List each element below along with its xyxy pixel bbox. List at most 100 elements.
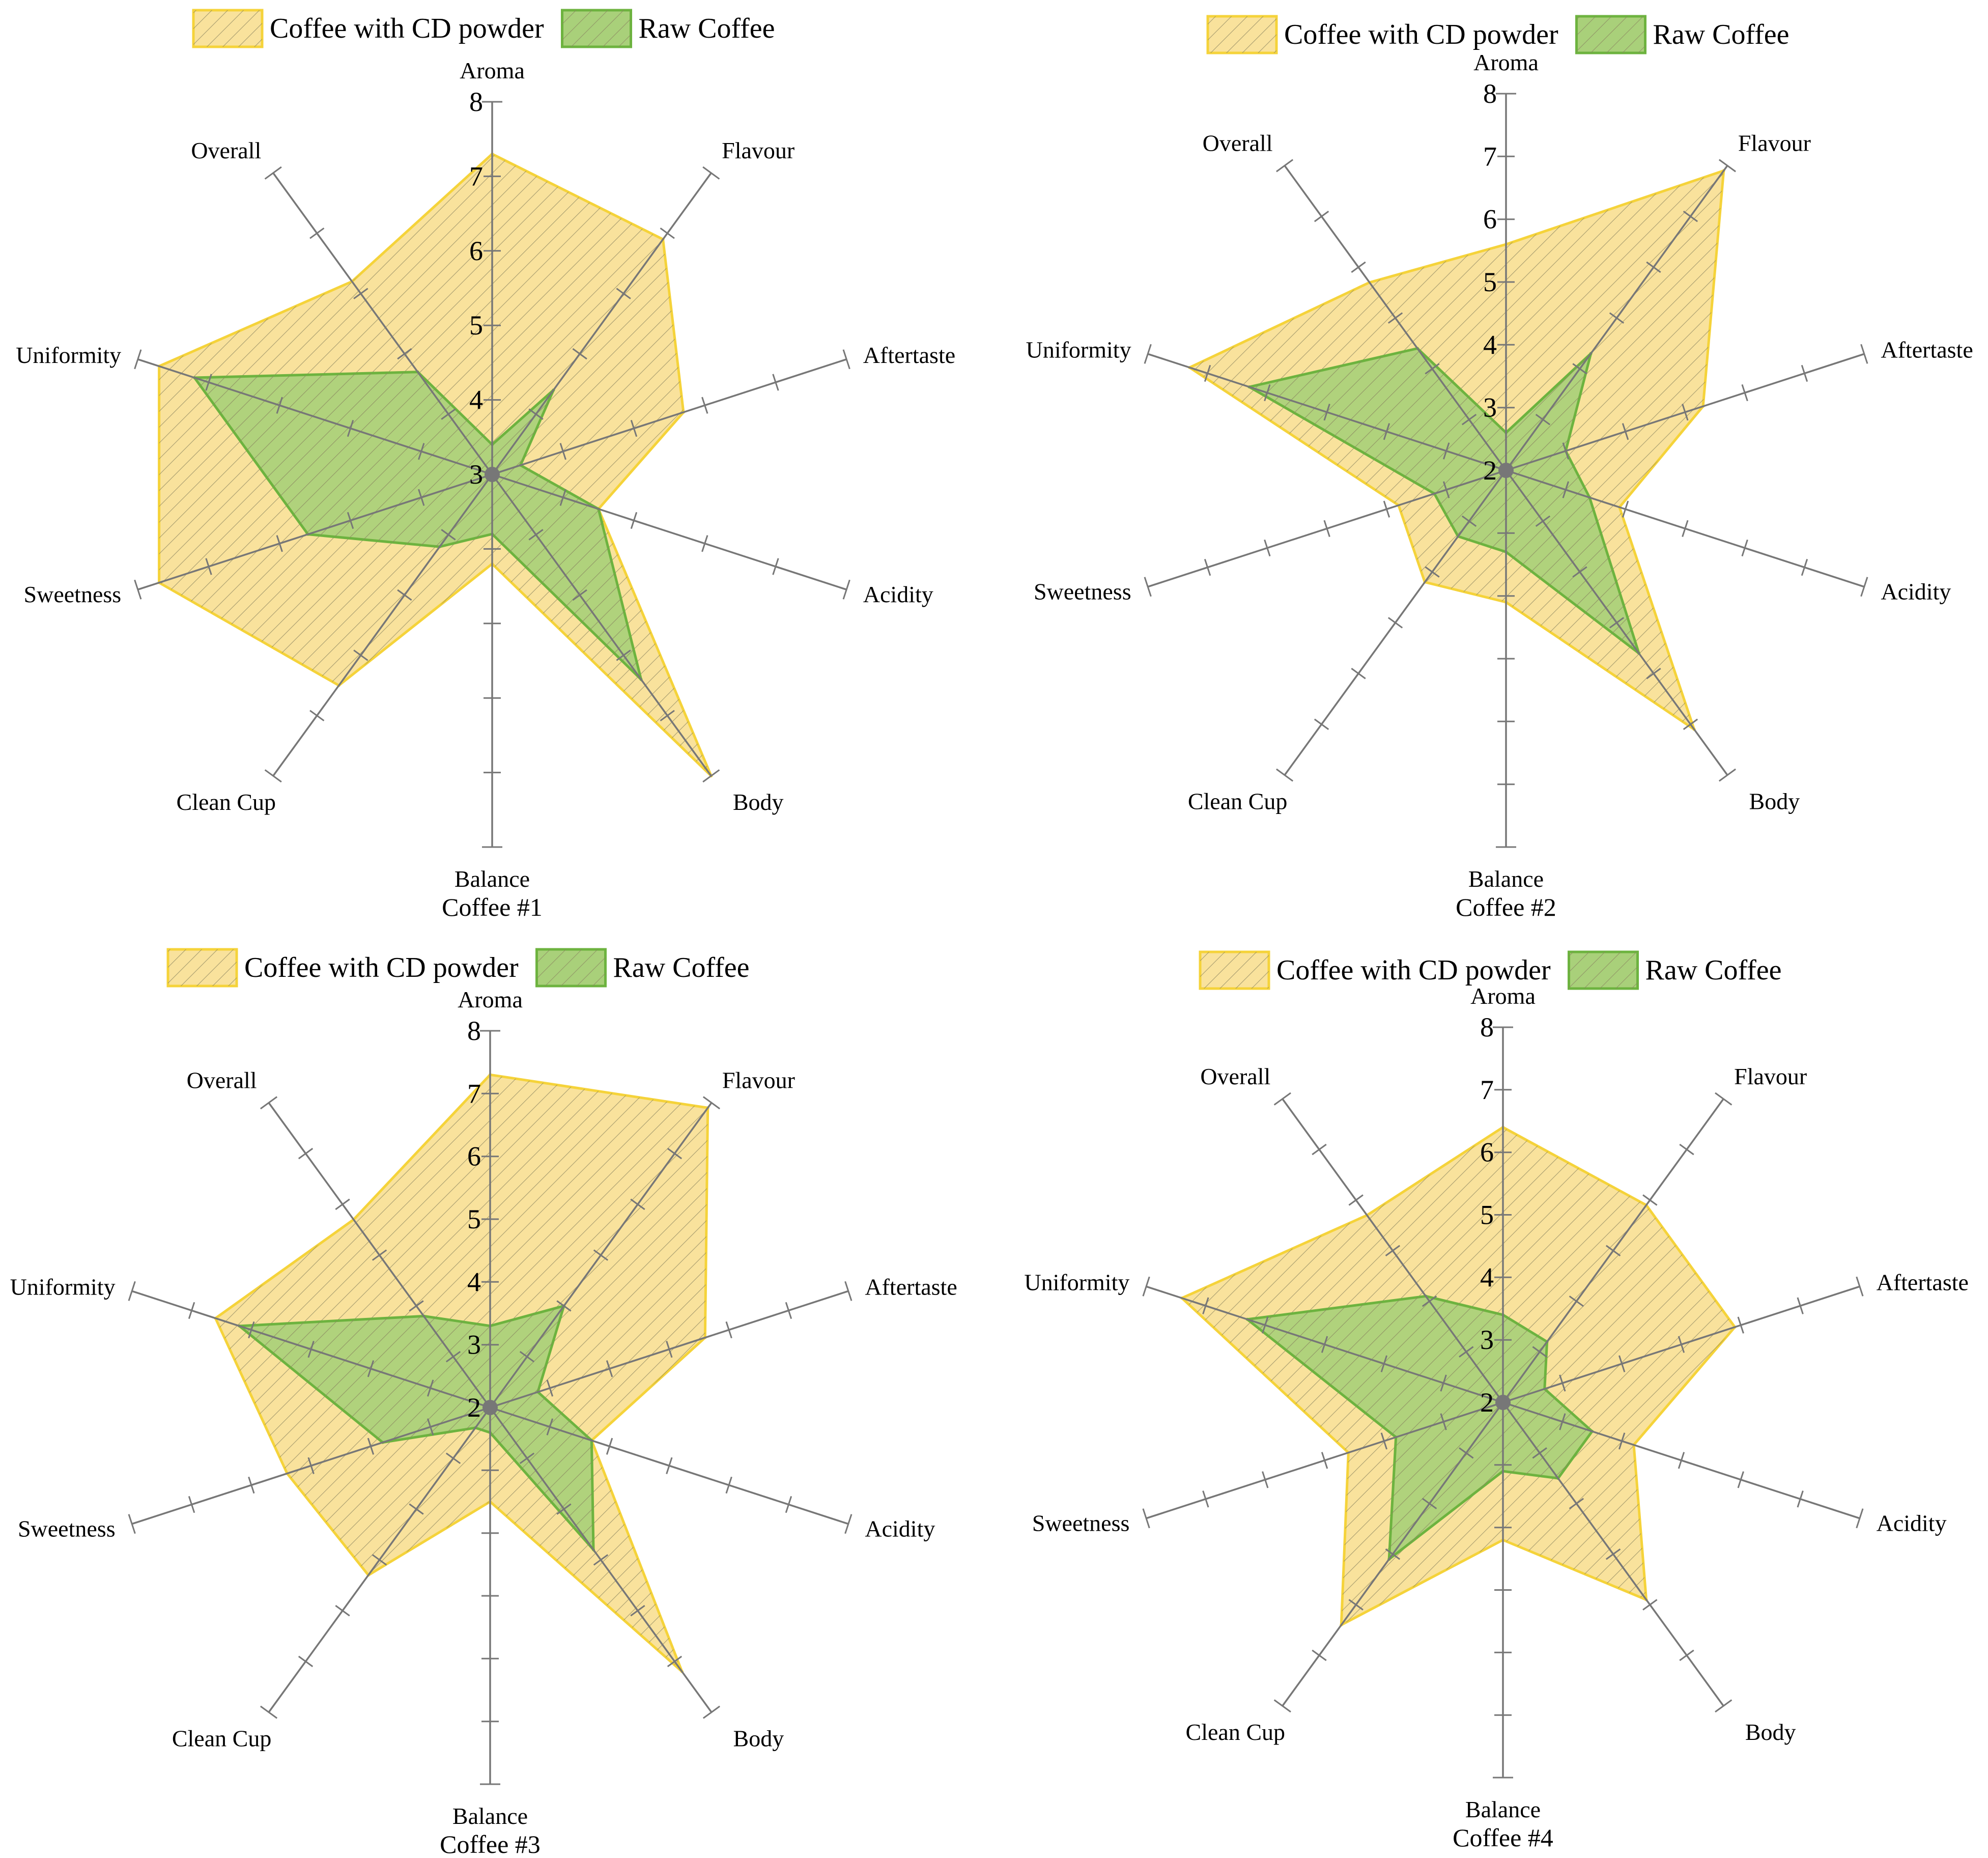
axis-tick bbox=[1679, 1143, 1694, 1156]
axis-tick bbox=[134, 349, 142, 370]
axis-tick bbox=[785, 1302, 792, 1319]
axis-tick bbox=[1442, 481, 1450, 498]
axis-tick bbox=[1312, 1649, 1327, 1662]
axis-tick bbox=[445, 1452, 461, 1465]
axis-tick bbox=[519, 1452, 535, 1465]
axis-tick bbox=[1387, 312, 1403, 324]
axis-tick bbox=[702, 1096, 720, 1110]
axis-tick bbox=[1797, 1297, 1804, 1314]
axis-tick bbox=[593, 1249, 609, 1261]
axis-tick bbox=[528, 529, 544, 541]
axis-tick bbox=[725, 1321, 732, 1339]
center-dot bbox=[482, 1400, 498, 1415]
axis-label-uniformity: Uniformity bbox=[1024, 1270, 1129, 1296]
axis-tick bbox=[702, 166, 720, 180]
radar-svg: Coffee with CD powder Raw Coffee Aroma Flav… bbox=[1026, 15, 1973, 921]
axis-line-aftertaste bbox=[492, 358, 847, 475]
axis-label-aroma: Aroma bbox=[1473, 49, 1539, 75]
axis-tick bbox=[1856, 1276, 1864, 1297]
legend-label-cd-powder: Coffee with CD powder bbox=[1284, 19, 1558, 50]
axis-tick bbox=[772, 374, 779, 391]
axis-tick bbox=[1569, 1498, 1584, 1509]
axis-tick bbox=[666, 1341, 673, 1358]
axis-tick bbox=[1422, 1498, 1437, 1509]
axis-tick bbox=[559, 443, 566, 460]
axis-tick bbox=[1535, 413, 1551, 426]
axis-tick bbox=[367, 1438, 375, 1455]
legend-label-raw: Raw Coffee bbox=[613, 952, 750, 983]
tick-label: 2 bbox=[467, 1392, 481, 1423]
axis-tick bbox=[1351, 667, 1366, 680]
axis-label-body: Body bbox=[1745, 1719, 1796, 1745]
axis-tick bbox=[1321, 1452, 1328, 1469]
axis-tick bbox=[1559, 1374, 1566, 1392]
axis-tick bbox=[1683, 718, 1698, 730]
axis-line-clean-cup bbox=[272, 473, 493, 777]
chart-panel-3: Coffee with CD powder Raw Coffee Aroma Flav… bbox=[0, 929, 994, 1858]
legend-swatch-hatch bbox=[562, 10, 631, 47]
legend-swatch-hatch bbox=[1208, 16, 1276, 53]
tick-label: 8 bbox=[469, 87, 483, 117]
series-hatch bbox=[239, 1306, 593, 1550]
axis-tick bbox=[1683, 210, 1698, 222]
legend-label-raw: Raw Coffee bbox=[1645, 954, 1782, 986]
axis-tick bbox=[616, 650, 631, 661]
axis-tick bbox=[409, 1503, 424, 1515]
axis-tick bbox=[1264, 539, 1271, 557]
axis-tick bbox=[1461, 413, 1477, 426]
axis-tick bbox=[1314, 210, 1329, 222]
axis-tick bbox=[630, 1604, 645, 1617]
axis-tick bbox=[248, 1476, 255, 1494]
axis-tick bbox=[418, 443, 425, 460]
axis-label-balance: Balance bbox=[1465, 1796, 1541, 1822]
axis-tick bbox=[1642, 1194, 1658, 1206]
axis-label-clean-cup: Clean Cup bbox=[1188, 788, 1287, 814]
axis-tick bbox=[1273, 1092, 1291, 1106]
axis-label-aroma: Aroma bbox=[458, 987, 523, 1012]
axis-label-clean-cup: Clean Cup bbox=[172, 1725, 271, 1751]
chart-panel-1: Coffee with CD powder Raw Coffee Aroma Flav… bbox=[0, 0, 994, 929]
axis-label-flavour: Flavour bbox=[1738, 130, 1811, 156]
chart-title: Coffee #2 bbox=[1456, 893, 1556, 921]
axis-tick bbox=[298, 1147, 314, 1160]
axis-tick bbox=[606, 1360, 613, 1377]
axis-tick bbox=[353, 650, 368, 661]
tick-label: 4 bbox=[1480, 1262, 1494, 1292]
axis-tick bbox=[701, 397, 708, 414]
axis-tick bbox=[519, 1350, 535, 1363]
center-dot bbox=[1498, 463, 1514, 478]
axis-label-body: Body bbox=[733, 1725, 784, 1751]
axis-label-uniformity: Uniformity bbox=[10, 1274, 116, 1300]
axis-tick bbox=[1682, 520, 1689, 537]
chart-panel-4: Coffee with CD powder Raw Coffee Aroma Flav… bbox=[994, 929, 1988, 1858]
axis-tick bbox=[128, 1514, 136, 1534]
tick-label: 5 bbox=[467, 1204, 481, 1234]
axis-tick bbox=[1562, 442, 1570, 460]
axis-tick bbox=[1562, 481, 1570, 498]
chart-title: Coffee #3 bbox=[440, 1830, 541, 1858]
axis-label-overall: Overall bbox=[1200, 1063, 1270, 1089]
axis-tick bbox=[1618, 1355, 1626, 1372]
tick-label: 5 bbox=[469, 310, 483, 341]
axis-tick bbox=[630, 512, 638, 529]
axis-tick bbox=[702, 1705, 720, 1719]
axis-tick bbox=[260, 1096, 278, 1110]
axis-tick bbox=[367, 1360, 375, 1377]
axis-tick bbox=[556, 1503, 572, 1515]
axis-tick bbox=[441, 408, 456, 420]
axis-tick bbox=[1276, 768, 1294, 782]
axis-tick bbox=[630, 419, 638, 437]
axis-tick bbox=[1715, 1092, 1733, 1106]
axis-tick bbox=[1572, 363, 1587, 375]
axis-tick bbox=[1801, 558, 1808, 576]
axis-tick bbox=[1380, 1432, 1388, 1450]
axis-tick bbox=[667, 1655, 683, 1668]
tick-label: 6 bbox=[1480, 1137, 1494, 1168]
axis-label-aftertaste: Aftertaste bbox=[865, 1274, 957, 1300]
axis-tick bbox=[1385, 1245, 1401, 1257]
axis-tick bbox=[1609, 312, 1625, 324]
axis-tick bbox=[260, 1705, 278, 1719]
axis-tick bbox=[1860, 577, 1868, 597]
axis-tick bbox=[205, 374, 212, 391]
